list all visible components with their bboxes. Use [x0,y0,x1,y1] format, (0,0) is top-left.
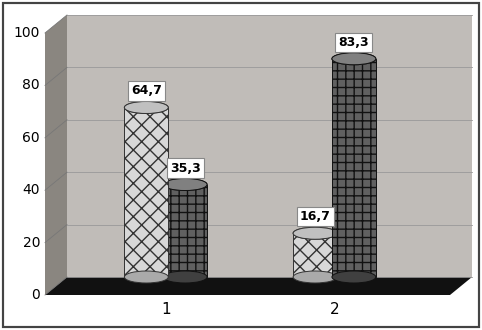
Polygon shape [45,277,472,295]
Text: 2: 2 [330,303,339,317]
Text: 16,7: 16,7 [300,210,331,223]
Ellipse shape [332,271,376,283]
Ellipse shape [124,271,168,283]
Ellipse shape [293,227,337,239]
Text: 100: 100 [13,26,40,40]
Text: 80: 80 [22,79,40,92]
Text: 1: 1 [161,303,171,317]
Ellipse shape [293,227,337,239]
Ellipse shape [332,53,376,65]
Bar [332,59,376,277]
Ellipse shape [163,179,207,190]
Polygon shape [45,15,67,295]
Text: 0: 0 [31,288,40,302]
Bar [293,233,337,277]
Text: 35,3: 35,3 [170,161,201,175]
Ellipse shape [124,102,168,114]
Text: 83,3: 83,3 [338,36,369,49]
Bar [163,184,207,277]
Ellipse shape [163,271,207,283]
Bar [124,108,168,277]
Ellipse shape [124,102,168,114]
Ellipse shape [332,53,376,65]
Ellipse shape [293,271,337,283]
Text: 64,7: 64,7 [131,84,162,97]
Text: 60: 60 [22,131,40,145]
Bar [67,15,472,277]
Text: 20: 20 [23,236,40,249]
Ellipse shape [163,179,207,190]
Text: 40: 40 [23,183,40,197]
